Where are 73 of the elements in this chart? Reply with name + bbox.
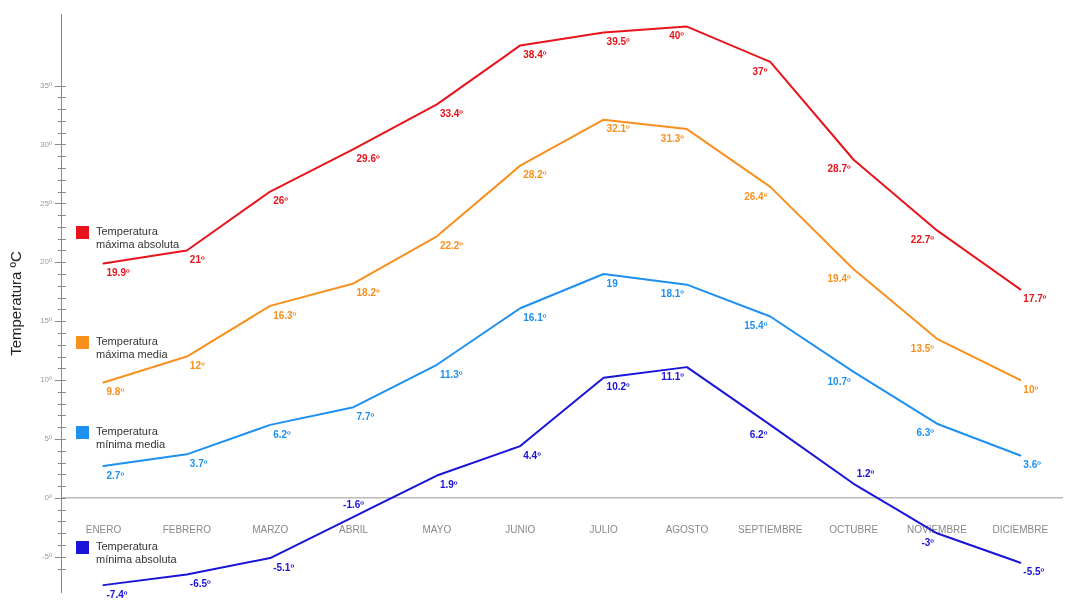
data-label: 26º (273, 195, 289, 207)
data-label: 26.4º (744, 190, 768, 202)
data-label: 38.4º (523, 49, 547, 61)
y-tick-label: 35º (39, 80, 52, 90)
data-label: -7.4º (106, 588, 128, 600)
data-label: 29.6º (356, 152, 380, 164)
data-label: 11.3º (439, 368, 463, 380)
data-label: -3º (921, 537, 935, 549)
data-label: 15.4º (744, 320, 768, 332)
y-tick-label: 5º (44, 434, 52, 444)
data-label: 1.2º (856, 467, 875, 479)
legend-label: Temperatura máxima absoluta (96, 225, 181, 251)
data-label: 28.2º (523, 169, 547, 181)
data-label: 10.7º (827, 375, 851, 387)
legend-label: Temperatura máxima media (96, 335, 169, 361)
data-label: -1.6º (343, 498, 365, 510)
data-label: 12º (189, 360, 205, 372)
data-label: 19.9º (106, 267, 130, 279)
x-tick-label: MARZO (252, 523, 289, 535)
data-label: 3.6º (1023, 459, 1042, 471)
data-label: 18.1º (660, 288, 685, 300)
data-label: -6.5º (189, 578, 212, 590)
data-label: 32.1º (606, 123, 631, 135)
y-tick-label: 30º (39, 139, 52, 149)
data-label: 3.7º (189, 458, 208, 470)
data-label: 9.8º (106, 386, 125, 398)
x-tick-label: ABRIL (339, 523, 369, 535)
x-tick-label: JULIO (589, 523, 618, 535)
y-tick-label: 15º (39, 316, 52, 326)
data-label: 2.7º (106, 469, 125, 481)
data-label: 31.3º (660, 132, 685, 144)
data-label: -5.1º (273, 561, 295, 573)
x-tick-label: DICIEMBRE (992, 523, 1049, 535)
data-label: 4.4º (523, 449, 542, 461)
data-label: 17.7º (1023, 293, 1047, 305)
data-label: -5.5º (1023, 566, 1045, 578)
data-label: 13.5º (910, 342, 935, 354)
x-tick-label: OCTUBRE (829, 523, 879, 535)
data-label: 40º (669, 30, 685, 42)
data-label: 33.4º (439, 108, 464, 120)
data-label: 10º (1023, 383, 1039, 395)
x-tick-label: ENERO (85, 523, 122, 535)
data-label: 19.4º (827, 273, 851, 285)
x-tick-label: MAYO (422, 523, 452, 535)
legend-label: Temperatura mínima absoluta (96, 540, 178, 566)
data-label: 22.2º (439, 240, 464, 252)
data-label: 28.7º (827, 163, 851, 175)
data-label: 22.7º (910, 234, 935, 246)
x-tick-label: AGOSTO (665, 523, 709, 535)
data-label: 19 (606, 277, 619, 289)
x-tick-label: SEPTIEMBRE (738, 523, 803, 535)
data-label: 1.9º (439, 479, 458, 491)
y-tick-label: 10º (39, 375, 52, 385)
y-tick-label: 0º (44, 493, 52, 503)
x-tick-label: FEBRERO (162, 523, 212, 535)
data-label: 6.2º (749, 428, 768, 440)
data-label: 6.3º (916, 427, 935, 439)
data-label: 37º (752, 65, 768, 77)
data-label: 7.7º (356, 410, 375, 422)
legend-label: Temperatura mínima media (96, 425, 167, 451)
data-label: 16.1º (523, 311, 547, 323)
x-tick-label: JUNIO (505, 523, 536, 535)
data-label: 11.1º (661, 370, 685, 382)
data-label: 18.2º (356, 287, 380, 299)
data-label: 10.2º (606, 381, 631, 393)
y-tick-label: -5º (41, 552, 52, 562)
data-label: 39.5º (606, 36, 631, 48)
data-label: 6.2º (273, 428, 292, 440)
data-label: 16.3º (273, 309, 297, 321)
y-tick-label: 20º (39, 257, 52, 267)
y-axis-title: Temperatura ºC (7, 250, 25, 356)
y-tick-label: 25º (39, 198, 52, 208)
data-label: 21º (189, 254, 205, 266)
